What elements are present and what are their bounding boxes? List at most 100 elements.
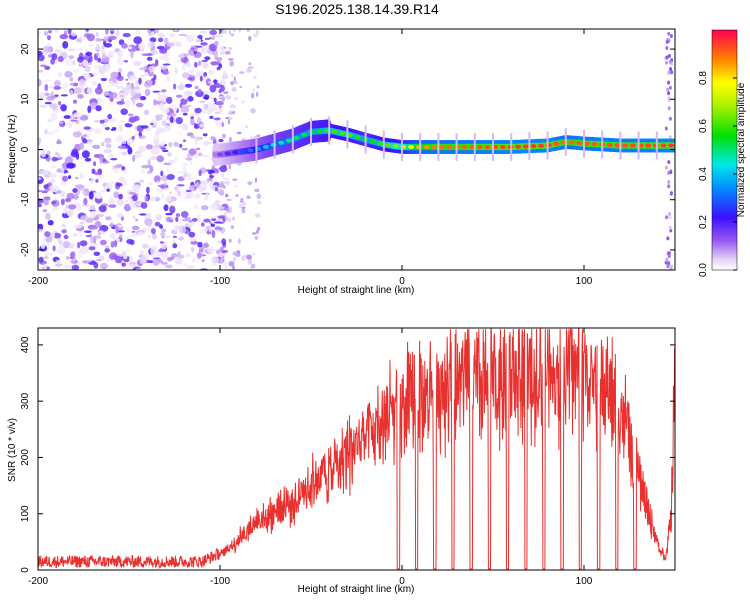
heatmap-noise-cell — [200, 222, 205, 227]
heatmap-noise-cell — [79, 221, 85, 224]
heatmap-noise-cell — [193, 193, 201, 198]
heatmap-sidelobe — [401, 133, 403, 161]
heatmap-noise-cell — [210, 223, 215, 227]
heatmap-noise-cell — [60, 198, 65, 206]
heatmap-ridge-peak — [285, 138, 292, 143]
heatmap-noise-cell — [251, 92, 255, 99]
heatmap-noise-cell — [135, 218, 139, 222]
heatmap-noise-cell — [47, 35, 51, 41]
heatmap-noise-cell — [92, 235, 102, 239]
colorbar-tick-label: 0.4 — [698, 167, 709, 181]
heatmap-noise-cell — [669, 34, 673, 39]
heatmap-noise-cell — [172, 235, 177, 238]
heatmap-noise-cell — [85, 29, 89, 32]
heatmap-noise-cell — [74, 184, 84, 189]
heatmap-noise-cell — [232, 178, 238, 181]
heatmap-ridge-peak — [385, 143, 392, 148]
heatmap-noise-cell — [178, 33, 187, 36]
heatmap-noise-cell — [178, 54, 185, 59]
heatmap-noise-cell — [202, 133, 208, 137]
heatmap-noise-cell — [68, 204, 77, 210]
heatmap-noise-cell — [143, 71, 149, 77]
heatmap-sidelobe — [364, 125, 367, 154]
heatmap-noise-cell — [172, 240, 176, 244]
heatmap-noise-cell — [197, 152, 203, 157]
heatmap-noise-cell — [195, 38, 202, 43]
heatmap-noise-cell — [150, 50, 158, 55]
heatmap-noise-cell — [68, 55, 75, 60]
heatmap-noise-cell — [54, 49, 63, 54]
heatmap-noise-cell — [59, 34, 69, 40]
heatmap-noise-cell — [225, 180, 230, 186]
heatmap-noise-cell — [163, 204, 169, 212]
heatmap-noise-cell — [664, 126, 668, 131]
heatmap-ridge-peak — [224, 151, 231, 156]
heatmap-noise-cell — [160, 64, 168, 71]
heatmap-noise-cell — [150, 196, 156, 202]
heatmap-noise-cell — [51, 206, 59, 211]
heatmap-noise-cell — [667, 184, 671, 189]
heatmap-noise-cell — [161, 120, 167, 126]
heatmap-noise-cell — [62, 240, 70, 249]
heatmap-noise-cell — [131, 216, 136, 219]
heatmap-noise-cell — [69, 82, 75, 86]
heatmap-noise-cell — [210, 203, 218, 212]
heatmap-noise-cell — [667, 31, 671, 36]
heatmap-noise-cell — [43, 199, 49, 206]
heatmap-noise-cell — [51, 103, 58, 111]
heatmap-noise-cell — [88, 246, 96, 251]
heatmap-noise-cell — [123, 60, 129, 63]
heatmap-noise-cell — [218, 104, 223, 109]
heatmap-noise-cell — [54, 29, 60, 33]
heatmap-noise-cell — [198, 185, 204, 193]
heatmap-noise-cell — [105, 216, 112, 221]
heatmap-noise-cell — [159, 231, 166, 238]
heatmap-noise-cell — [246, 29, 250, 32]
heatmap-noise-cell — [209, 221, 212, 225]
heatmap-noise-cell — [133, 36, 143, 45]
heatmap-noise-cell — [208, 37, 212, 40]
heatmap-ridge-peak — [461, 145, 468, 149]
heatmap-noise-cell — [670, 264, 674, 269]
heatmap-noise-cell — [73, 69, 79, 73]
heatmap-noise-cell — [200, 42, 208, 46]
heatmap-noise-cell — [211, 165, 216, 171]
heatmap-noise-cell — [89, 235, 94, 244]
heatmap-noise-cell — [136, 152, 143, 158]
heatmap-noise-cell — [67, 29, 72, 35]
heatmap-noise-cell — [94, 87, 103, 95]
heatmap-noise-cell — [175, 117, 183, 125]
heatmap-sidelobe — [637, 131, 640, 160]
heatmap-noise-cell — [66, 256, 70, 260]
heatmap-noise-cell — [185, 157, 193, 161]
heatmap-noise-cell — [93, 261, 99, 269]
heatmap-noise-cell — [44, 188, 50, 193]
heatmap-noise-cell — [116, 198, 125, 207]
heatmap-noise-cell — [182, 123, 189, 131]
heatmap-noise-cell — [121, 43, 128, 49]
heatmap-noise-cell — [64, 198, 72, 203]
heatmap-noise-cell — [246, 68, 252, 73]
heatmap-noise-cell — [86, 33, 95, 42]
heatmap-noise-cell — [113, 240, 118, 248]
heatmap-noise-cell — [121, 250, 127, 257]
heatmap-noise-cell — [160, 261, 168, 265]
heatmap-ridge-peak — [538, 143, 544, 148]
heatmap-noise-cell — [176, 60, 182, 63]
heatmap-noise-cell — [101, 142, 105, 147]
heatmap-noise-cell — [70, 150, 80, 158]
heatmap-noise-cell — [43, 263, 48, 270]
heatmap-noise-cell — [201, 103, 205, 111]
heatmap-noise-cell — [254, 213, 261, 218]
heatmap-noise-cell — [72, 188, 78, 193]
heatmap-noise-cell — [187, 173, 192, 181]
heatmap-noise-cell — [154, 29, 159, 34]
heatmap-noise-cell — [665, 215, 669, 220]
heatmap-noise-cell — [193, 154, 199, 159]
heatmap-noise-cell — [199, 123, 204, 128]
heatmap-noise-cell — [247, 259, 253, 265]
heatmap-noise-cell — [237, 238, 241, 244]
heatmap-noise-cell — [110, 241, 115, 248]
heatmap-noise-cell — [38, 78, 42, 87]
heatmap-noise-cell — [188, 148, 197, 156]
